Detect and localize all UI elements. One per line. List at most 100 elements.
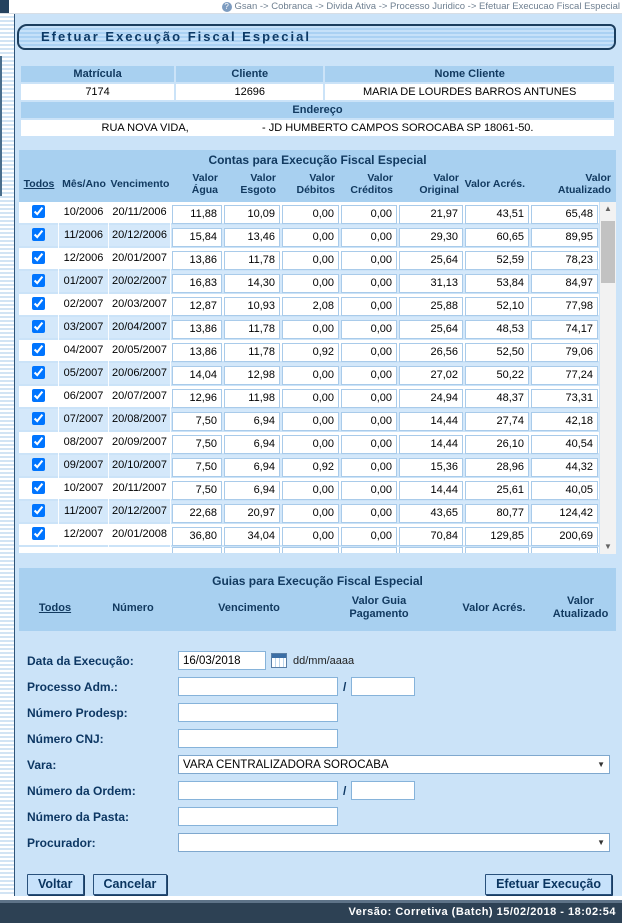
page-title: Efetuar Execução Fiscal Especial	[17, 24, 616, 50]
processo-adm-label: Processo Adm.:	[27, 679, 118, 694]
col-mes-ano: Mês/Ano	[62, 177, 106, 190]
processo-adm-input[interactable]	[178, 677, 338, 696]
efetuar-execucao-button[interactable]: Efetuar Execução	[485, 874, 612, 895]
cell-valor-acres: 53,84	[465, 273, 529, 293]
cell-mes-ano: 12/2007	[59, 524, 109, 548]
row-checkbox-cell	[19, 340, 59, 364]
row-checkbox-cell	[19, 455, 59, 479]
contas-todos-link[interactable]: Todos	[23, 177, 55, 190]
row-checkbox-cell	[19, 202, 59, 226]
cell-valor-creditos: 0,00	[341, 342, 397, 362]
table-scrollbar[interactable]: ▲ ▼	[600, 202, 616, 554]
row-checkbox-cell	[19, 225, 59, 249]
cell-valor-debitos: 0,00	[282, 434, 339, 454]
client-info-table: Matrícula Cliente Nome Cliente 7174 1269…	[19, 64, 616, 138]
numero-prodesp-input[interactable]	[178, 703, 338, 722]
calendar-icon[interactable]	[271, 653, 287, 668]
row-checkbox[interactable]	[32, 435, 45, 448]
numero-ordem-input[interactable]	[178, 781, 338, 800]
row-checkbox[interactable]	[32, 481, 45, 494]
cell-valor-agua: 16,83	[172, 273, 222, 293]
cell-valor-esgoto: 6,94	[224, 411, 280, 431]
cell-vencimento: 20/05/2007	[109, 340, 171, 364]
cell-valor-original: 14,44	[399, 411, 463, 431]
cell-valor-original: 15,36	[399, 457, 463, 477]
numero-ordem-year-input[interactable]	[351, 781, 416, 800]
cell-valor-original: 21,97	[399, 204, 463, 224]
col-valor-atualizado: Valor Atualizado	[557, 171, 611, 196]
col-valor-acres: Valor Acrés.	[464, 177, 525, 190]
cell-vencimento: 20/10/2007	[109, 455, 171, 479]
row-checkbox[interactable]	[32, 274, 45, 287]
row-checkbox[interactable]	[32, 366, 45, 379]
cell-mes-ano: 08/2007	[59, 432, 109, 456]
table-row: 12/2007 20/01/2008 36,80 34,04 0,00 0,00…	[19, 524, 599, 548]
cell-valor-agua: 13,86	[172, 319, 222, 339]
cell-vencimento: 20/07/2007	[109, 386, 171, 410]
cell-valor-creditos: 0,00	[341, 434, 397, 454]
row-checkbox-cell	[19, 432, 59, 456]
endereco-value: RUA NOVA VIDA, - JD HUMBERTO CAMPOS SORO…	[21, 120, 614, 136]
numero-cnj-input[interactable]	[178, 729, 338, 748]
row-checkbox[interactable]	[32, 389, 45, 402]
voltar-button[interactable]: Voltar	[27, 874, 84, 895]
cell-valor-atualizado	[531, 547, 598, 553]
row-checkbox[interactable]	[32, 320, 45, 333]
cell-mes-ano: 10/2007	[59, 478, 109, 502]
guias-todos-link[interactable]: Todos	[38, 601, 72, 614]
cancelar-button[interactable]: Cancelar	[92, 874, 168, 895]
row-checkbox-cell	[19, 386, 59, 410]
row-checkbox-cell	[19, 524, 59, 548]
processo-adm-year-input[interactable]	[351, 677, 416, 696]
row-checkbox-cell	[19, 478, 59, 502]
cell-valor-agua: 12,87	[172, 296, 222, 316]
scrollbar-thumb[interactable]	[601, 221, 615, 283]
row-checkbox[interactable]	[32, 205, 45, 218]
scroll-down-icon[interactable]: ▼	[604, 542, 612, 551]
help-icon[interactable]: ?	[221, 1, 232, 12]
cell-valor-esgoto: 20,97	[224, 503, 280, 523]
row-checkbox[interactable]	[32, 458, 45, 471]
data-execucao-input[interactable]	[178, 651, 266, 670]
row-checkbox[interactable]	[32, 504, 45, 517]
endereco-header: Endereço	[21, 102, 614, 118]
cell-valor-creditos: 0,00	[341, 411, 397, 431]
procurador-select[interactable]: ▼	[178, 833, 610, 852]
cell-mes-ano: 05/2007	[59, 363, 109, 387]
row-checkbox[interactable]	[32, 527, 45, 540]
processo-adm-separator: /	[343, 679, 347, 694]
cell-valor-agua: 7,50	[172, 457, 222, 477]
row-checkbox[interactable]	[32, 251, 45, 264]
contas-rows: 10/2006 20/11/2006 11,88 10,09 0,00 0,00…	[19, 202, 599, 553]
vara-select[interactable]: VARA CENTRALIZADORA SOROCABA ▼	[178, 755, 610, 774]
cell-mes-ano: 02/2007	[59, 294, 109, 318]
cell-valor-esgoto: 6,94	[224, 480, 280, 500]
cell-valor-acres: 48,53	[465, 319, 529, 339]
cell-valor-creditos: 0,00	[341, 480, 397, 500]
row-checkbox[interactable]	[32, 297, 45, 310]
cell-valor-original: 25,64	[399, 319, 463, 339]
nome-cliente-value: MARIA DE LOURDES BARROS ANTUNES	[325, 84, 614, 100]
table-row	[19, 547, 599, 553]
cell-vencimento: 20/04/2007	[109, 317, 171, 341]
cell-valor-debitos: 0,00	[282, 204, 339, 224]
table-row: 04/2007 20/05/2007 13,86 11,78 0,92 0,00…	[19, 340, 599, 364]
cell-mes-ano	[59, 547, 109, 553]
row-checkbox-cell	[19, 317, 59, 341]
procurador-label: Procurador:	[27, 835, 96, 850]
scroll-up-icon[interactable]: ▲	[604, 204, 612, 213]
table-row: 11/2006 20/12/2006 15,84 13,46 0,00 0,00…	[19, 225, 599, 249]
row-checkbox[interactable]	[32, 412, 45, 425]
cell-valor-acres: 27,74	[465, 411, 529, 431]
col-guia-valor-pagamento: Valor Guia Pagamento	[349, 595, 409, 620]
numero-pasta-input[interactable]	[178, 807, 338, 826]
cell-valor-atualizado: 200,69	[531, 526, 598, 546]
row-checkbox[interactable]	[32, 228, 45, 241]
row-checkbox[interactable]	[32, 343, 45, 356]
data-execucao-label: Data da Execução:	[27, 653, 134, 668]
table-row: 10/2007 20/11/2007 7,50 6,94 0,00 0,00 1…	[19, 478, 599, 502]
cell-mes-ano: 12/2006	[59, 248, 109, 272]
cell-valor-debitos: 0,00	[282, 411, 339, 431]
cell-valor-creditos: 0,00	[341, 503, 397, 523]
cell-valor-original: 14,44	[399, 434, 463, 454]
